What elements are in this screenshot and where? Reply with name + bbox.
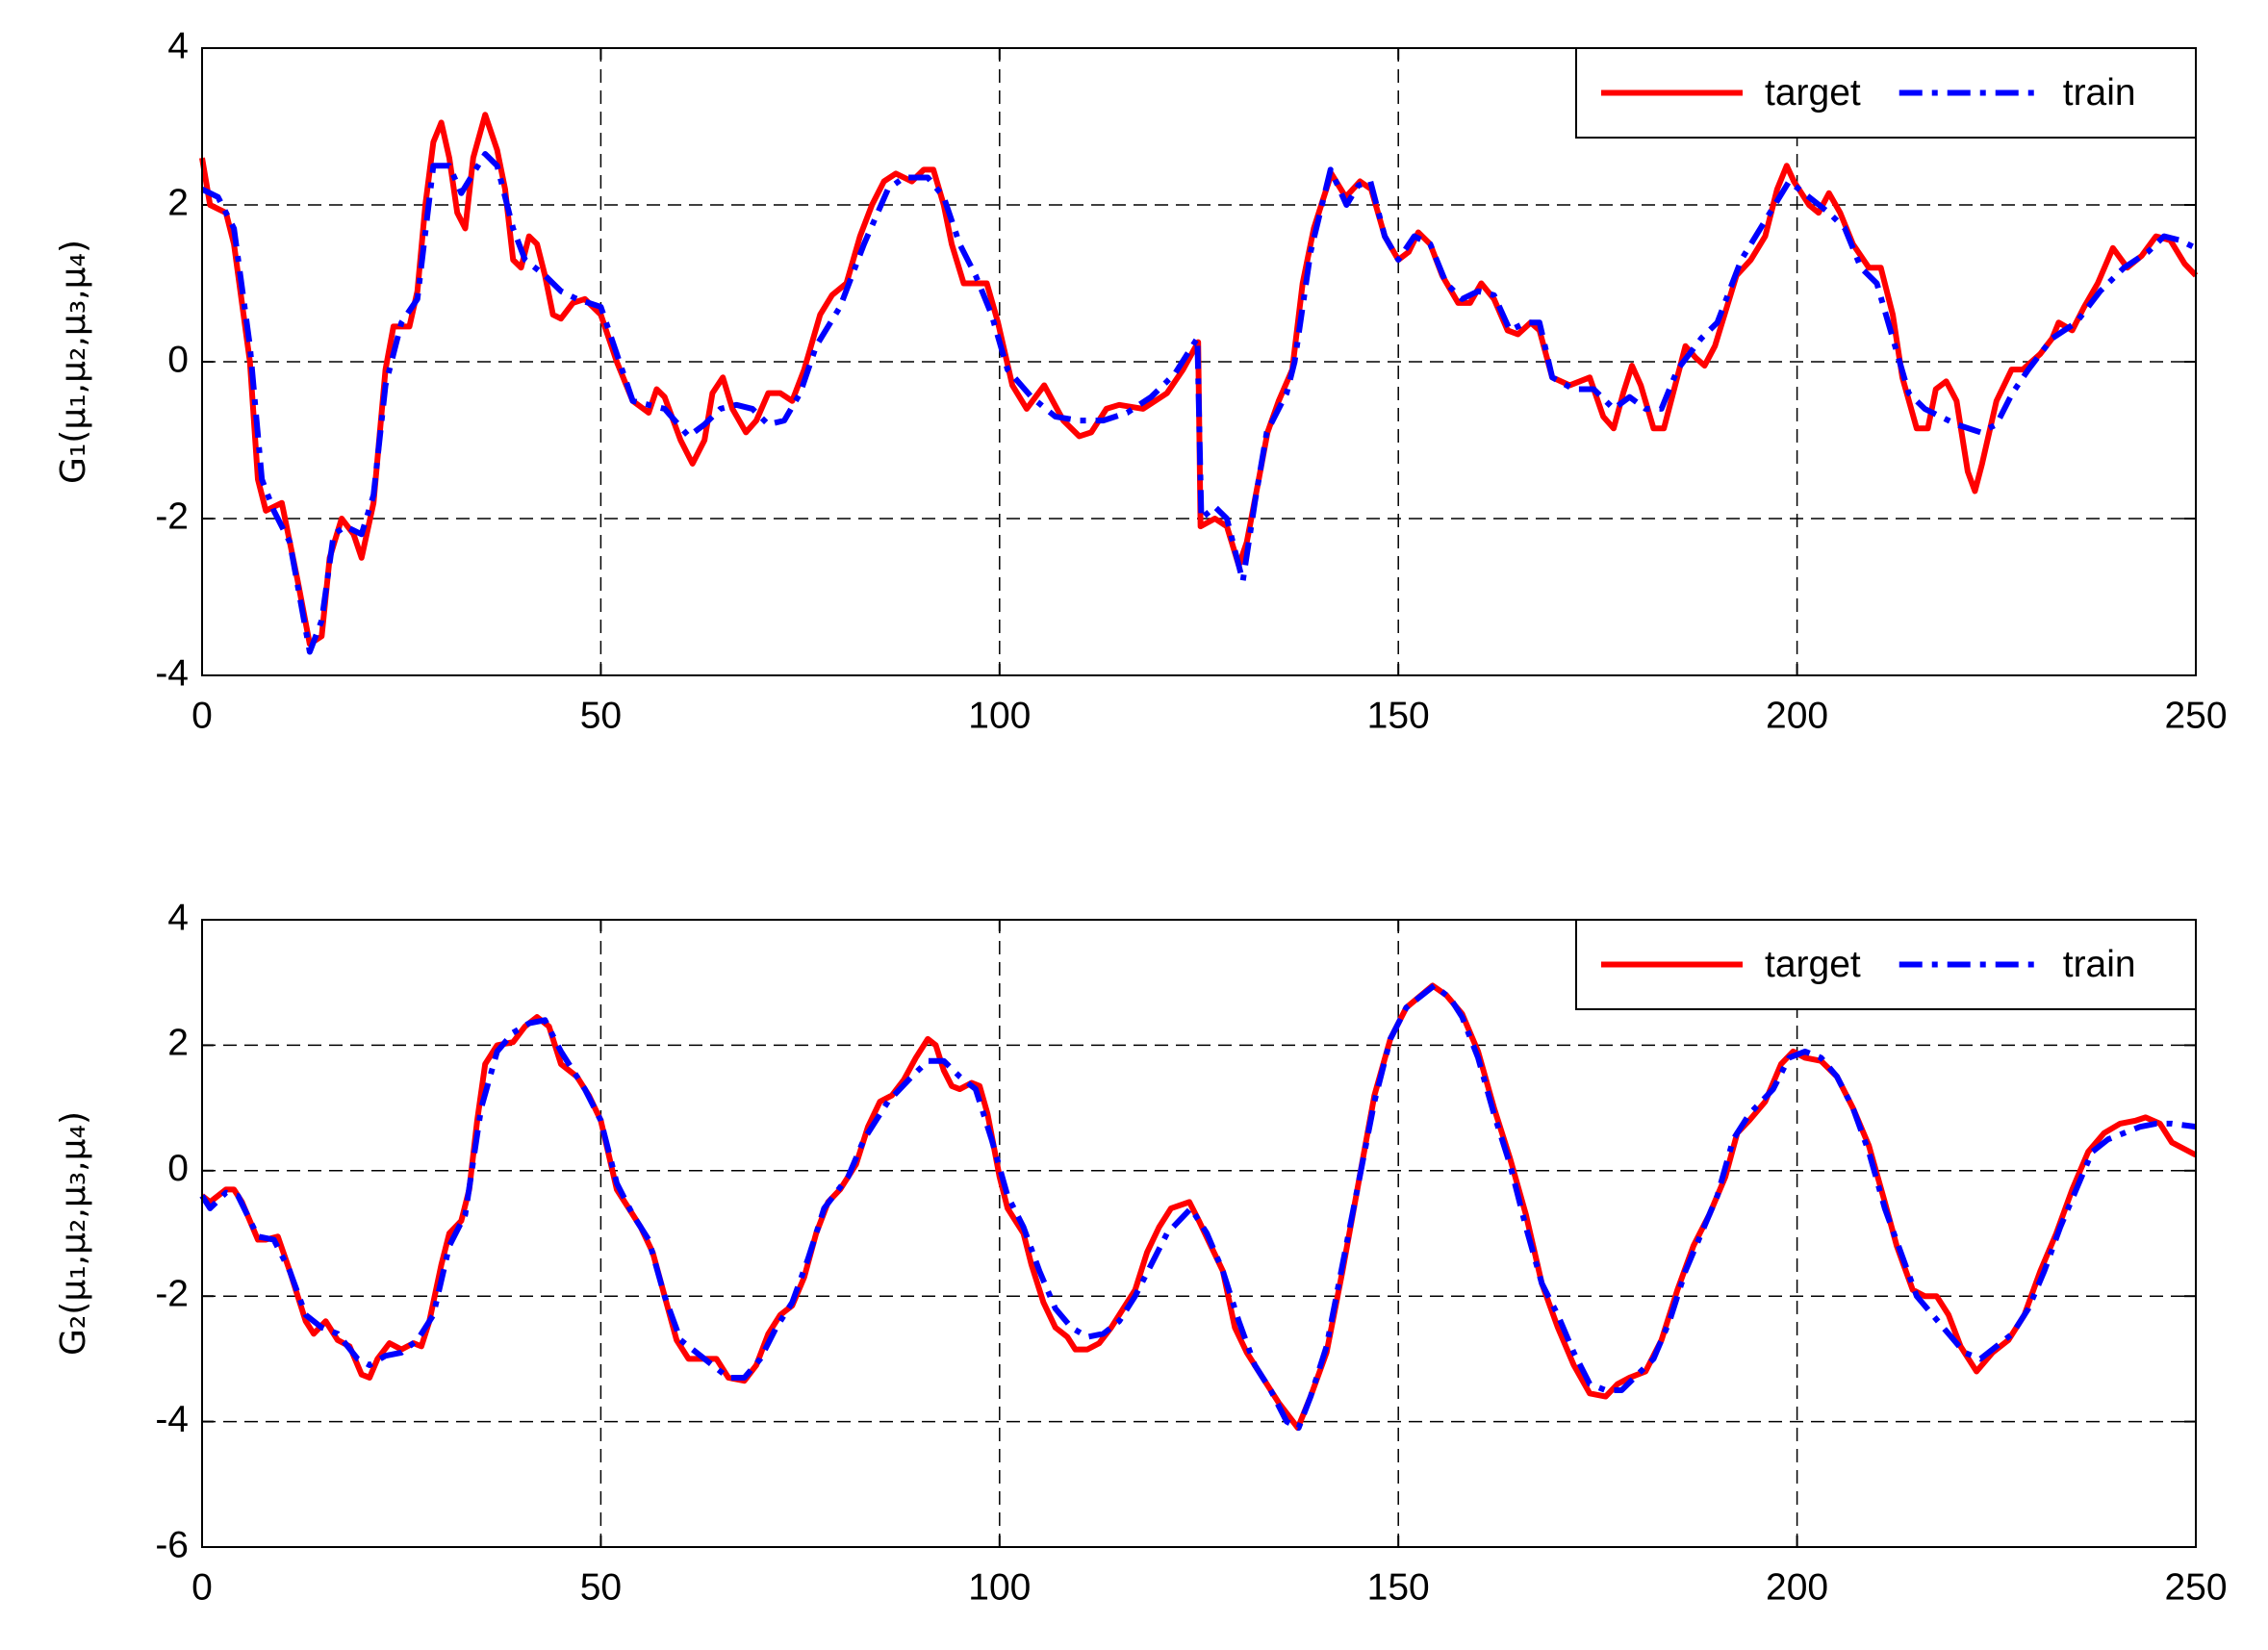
y-tick-label: -6 <box>155 1524 189 1565</box>
y-tick-label: 4 <box>167 897 189 938</box>
x-tick-label: 150 <box>1367 695 1430 736</box>
axes-box <box>201 47 2197 676</box>
y-tick-label: 4 <box>167 25 189 66</box>
x-tick-label: 50 <box>580 695 622 736</box>
y-tick-label: -4 <box>155 652 189 694</box>
y-axis-label: G₂(μ₁,μ₂,μ₃,μ₄) <box>54 1111 93 1356</box>
y-tick-label: 2 <box>167 182 189 223</box>
data-line <box>200 151 2198 655</box>
x-tick-label: 150 <box>1367 1566 1430 1608</box>
chart: 0 50 100 150 200 250 -6 -4 -2 0 2 4 G₂(μ₁,μ₂,μ₃,μ₄) t… <box>54 897 2228 1608</box>
legend-label: train <box>2063 944 2136 985</box>
y-tick-label: 2 <box>167 1023 189 1064</box>
x-tick-label: 100 <box>968 1566 1031 1608</box>
y-tick-label: 0 <box>167 1148 189 1189</box>
legend-label: target <box>1765 944 1861 985</box>
axes-box <box>201 919 2197 1548</box>
legend-label: train <box>2063 72 2136 114</box>
x-tick-label: 0 <box>191 695 213 736</box>
data-line <box>199 982 2197 1432</box>
data-line <box>199 112 2199 647</box>
x-tick-label: 0 <box>191 1566 213 1608</box>
x-tick-label: 250 <box>2164 1566 2227 1608</box>
legend-label: target <box>1765 72 1861 114</box>
y-tick-label: -4 <box>155 1399 189 1440</box>
y-tick-label: 0 <box>167 339 189 380</box>
y-axis-label: G₁(μ₁,μ₂,μ₃,μ₄) <box>54 240 93 484</box>
chart: 0 50 100 150 200 250 -4 -2 0 2 4 G₁(μ₁,μ₂,μ₃,μ₄) tar… <box>54 25 2228 736</box>
x-tick-label: 200 <box>1766 1566 1828 1608</box>
x-tick-label: 250 <box>2164 695 2227 736</box>
x-tick-label: 100 <box>968 695 1031 736</box>
x-tick-label: 200 <box>1766 695 1828 736</box>
x-tick-label: 50 <box>580 1566 622 1608</box>
y-tick-label: -2 <box>155 1273 189 1314</box>
y-tick-label: -2 <box>155 495 189 537</box>
